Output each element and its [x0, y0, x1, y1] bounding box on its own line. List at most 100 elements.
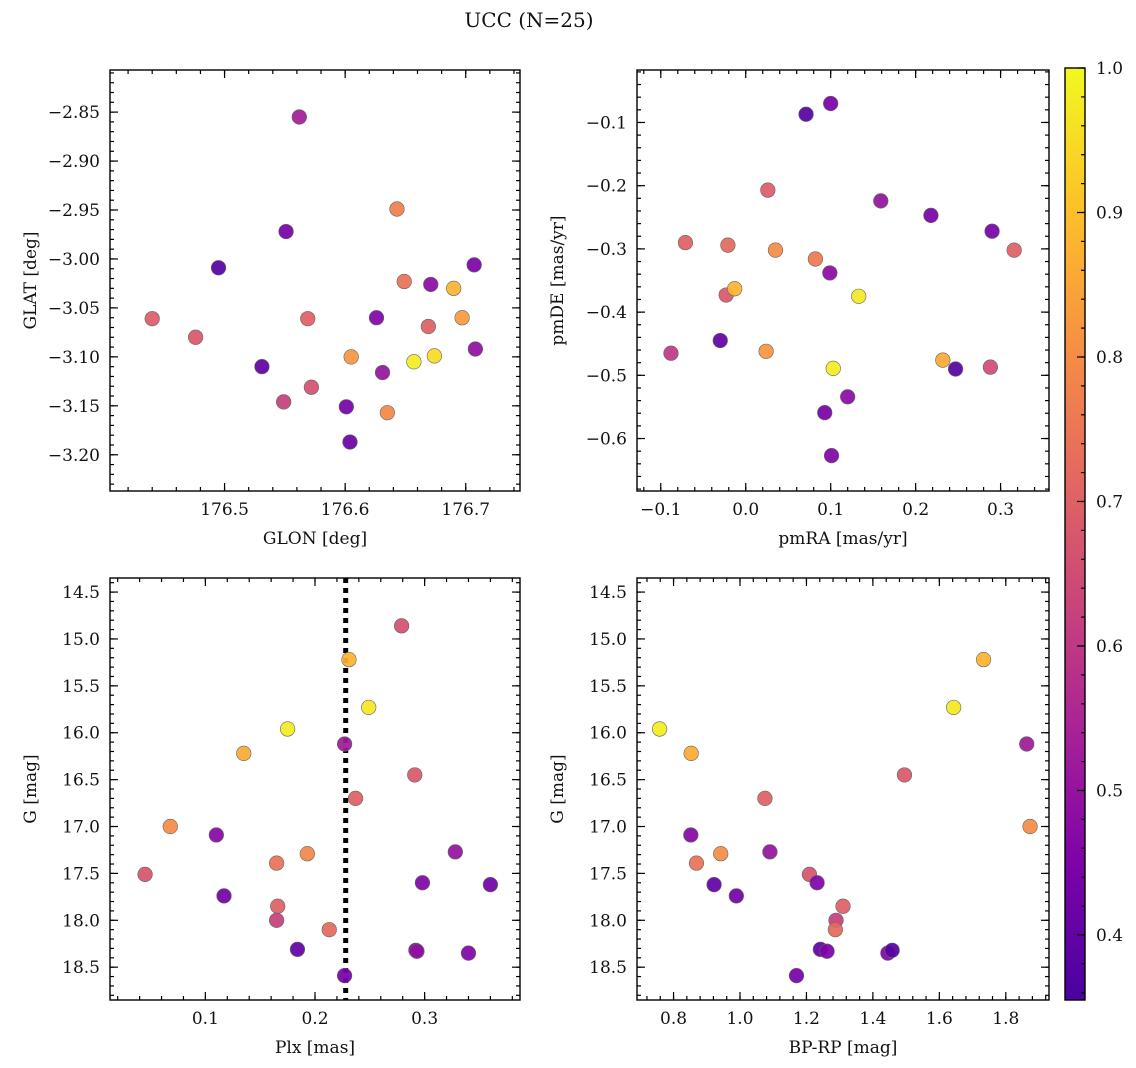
panel-bprp_g: 0.8 1.0 1.2 1.4 1.6 1.8 14.5 15.0 15.5 16.0 16.5 17…	[548, 577, 1050, 1058]
scatter-point	[822, 265, 838, 281]
scatter-point	[299, 846, 315, 862]
scatter-point	[825, 360, 841, 376]
scatter-point	[683, 827, 699, 843]
scatter-point	[300, 311, 316, 327]
y-tick-label: −3.15	[48, 397, 100, 417]
y-tick-label: 15.5	[62, 677, 100, 697]
scatter-point	[208, 827, 224, 843]
scatter-point	[482, 877, 499, 893]
scatter-point	[688, 855, 705, 871]
y-tick-label: 18.5	[62, 958, 100, 978]
scatter-point	[466, 257, 482, 273]
x-axis-label: GLON [deg]	[263, 529, 367, 549]
scatter-point	[809, 875, 825, 891]
scatter-point	[368, 310, 385, 326]
scatter-point	[303, 379, 319, 395]
scatter-point	[713, 846, 729, 862]
scatter-point	[406, 354, 422, 370]
scatter-point	[374, 364, 391, 381]
scatter-point	[823, 448, 840, 464]
x-tick-label: 1.6	[926, 1009, 953, 1029]
y-tick-label: 17.0	[62, 818, 100, 838]
y-tick-label: 17.5	[589, 864, 627, 884]
axes-frame	[636, 577, 1050, 1001]
scatter-point	[840, 389, 856, 405]
panel-glon_glat: 176.5 176.6 176.7 −2.85 −2.90 −2.95 −3.00 −3.05…	[21, 69, 521, 549]
colorbar-gradient	[1065, 68, 1085, 1000]
x-tick-label: 0.1	[192, 1009, 219, 1029]
scatter-point	[873, 193, 889, 209]
y-axis-label: pmDE [mas/yr]	[548, 215, 568, 345]
scatter-point	[361, 699, 377, 716]
plot-area	[651, 651, 1038, 984]
scatter-point	[975, 651, 992, 668]
scatter-point	[144, 311, 160, 327]
scatter-point	[712, 332, 728, 349]
scatter-point	[946, 699, 962, 716]
scatter-point	[188, 329, 204, 345]
scatter-point	[823, 95, 839, 112]
colorbar-tick-label: 1.0	[1096, 59, 1123, 79]
scatter-point	[762, 844, 778, 860]
scatter-point	[728, 888, 744, 904]
scatter-point	[1019, 736, 1035, 752]
axes-frame	[109, 577, 521, 1001]
y-tick-label: 16.5	[62, 771, 100, 791]
panel-plx_g: 0.1 0.2 0.3 14.5 15.0 15.5 16.0 16.5 17.0 17.5 18.…	[21, 577, 521, 1058]
scatter-point	[807, 251, 823, 267]
x-tick-label: 0.1	[817, 500, 844, 520]
y-tick-label: −2.85	[48, 103, 100, 123]
plot-area	[663, 95, 1022, 464]
scatter-point	[162, 818, 178, 835]
x-tick-label: 176.5	[200, 500, 249, 520]
scatter-point	[446, 280, 462, 296]
y-tick-label: 15.0	[62, 630, 100, 650]
y-tick-label: 16.5	[589, 771, 627, 791]
scatter-point	[426, 348, 442, 364]
panel-pmra_pmde: −0.1 0.0 0.1 0.2 0.3 −0.1 −0.2 −0.3 −0.4 −0.5 −0.6…	[548, 69, 1050, 549]
colorbar-tick-label: 0.8	[1096, 348, 1123, 368]
colorbar-tick-label: 0.5	[1096, 781, 1123, 801]
x-axis-label: pmRA [mas/yr]	[778, 529, 907, 549]
y-tick-label: −2.90	[48, 152, 100, 172]
axes-frame	[636, 69, 1050, 492]
x-tick-label: 1.8	[992, 1009, 1019, 1029]
y-tick-label: 14.5	[589, 583, 627, 603]
scatter-point	[216, 888, 232, 904]
scatter-point	[935, 352, 951, 368]
x-tick-label: 0.8	[660, 1009, 687, 1029]
y-tick-label: −3.20	[48, 446, 100, 466]
scatter-point	[338, 399, 354, 415]
scatter-point	[460, 945, 477, 961]
x-tick-label: 176.6	[321, 500, 370, 520]
scatter-point	[798, 106, 814, 122]
y-axis-label: G [mag]	[21, 754, 41, 823]
scatter-point	[394, 618, 410, 634]
y-tick-label: 16.0	[589, 724, 627, 744]
y-tick-label: −3.05	[48, 299, 100, 319]
y-tick-label: 18.0	[589, 911, 627, 931]
scatter-point	[409, 943, 425, 959]
scatter-point	[342, 434, 358, 450]
colorbar-tick-label: 0.4	[1096, 926, 1123, 946]
scatter-point	[137, 866, 153, 882]
y-axis-label: GLAT [deg]	[21, 231, 41, 329]
y-tick-label: −0.6	[586, 430, 627, 450]
scatter-point	[767, 242, 784, 258]
x-tick-label: 0.0	[732, 500, 759, 520]
x-tick-label: 1.4	[859, 1009, 886, 1029]
scatter-point	[835, 898, 851, 914]
scatter-point	[336, 736, 353, 752]
plot-area	[137, 578, 499, 1000]
scatter-point	[389, 201, 405, 217]
scatter-point	[1006, 242, 1022, 258]
scatter-point	[407, 767, 423, 783]
scatter-point	[341, 651, 357, 668]
scatter-point	[982, 359, 998, 375]
panels: 176.5 176.6 176.7 −2.85 −2.90 −2.95 −3.00 −3.05…	[21, 69, 1050, 1058]
scatter-point	[289, 941, 306, 957]
scatter-point	[884, 942, 900, 958]
y-tick-label: −2.95	[48, 201, 100, 221]
scatter-point	[720, 237, 736, 253]
